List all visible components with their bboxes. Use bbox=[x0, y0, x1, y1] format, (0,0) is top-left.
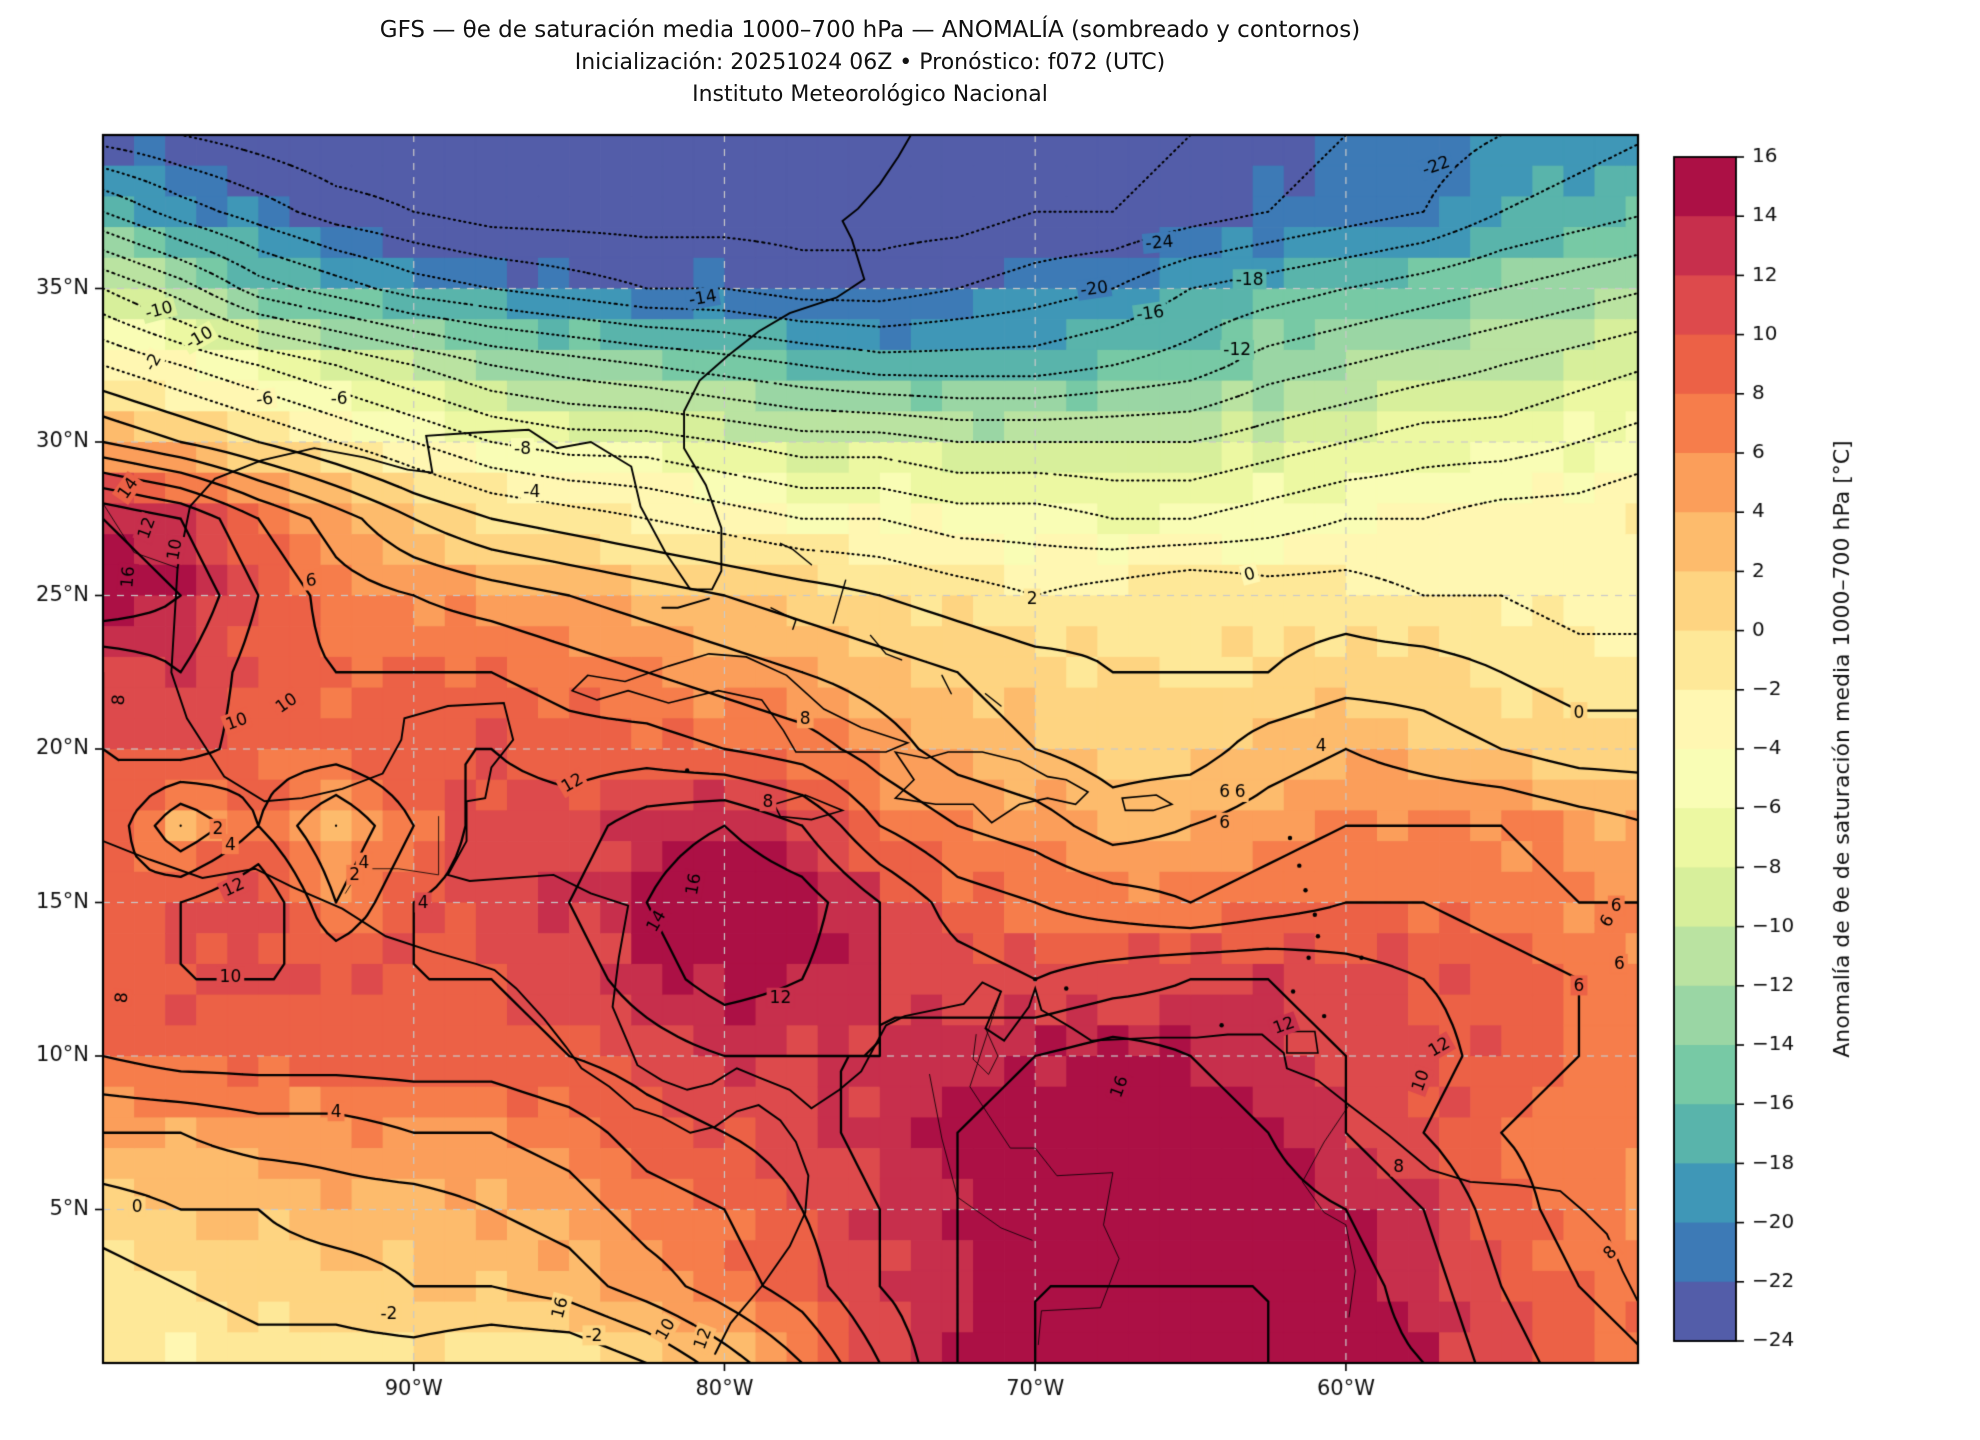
chart-title: GFS — θe de saturación media 1000–700 hP… bbox=[379, 17, 1361, 43]
chart-institution: Instituto Meteorológico Nacional bbox=[692, 82, 1048, 107]
chart-subtitle: Inicialización: 20251024 06Z • Pronóstic… bbox=[574, 50, 1166, 75]
title-block: GFS — θe de saturación media 1000–700 hP… bbox=[0, 14, 1740, 110]
